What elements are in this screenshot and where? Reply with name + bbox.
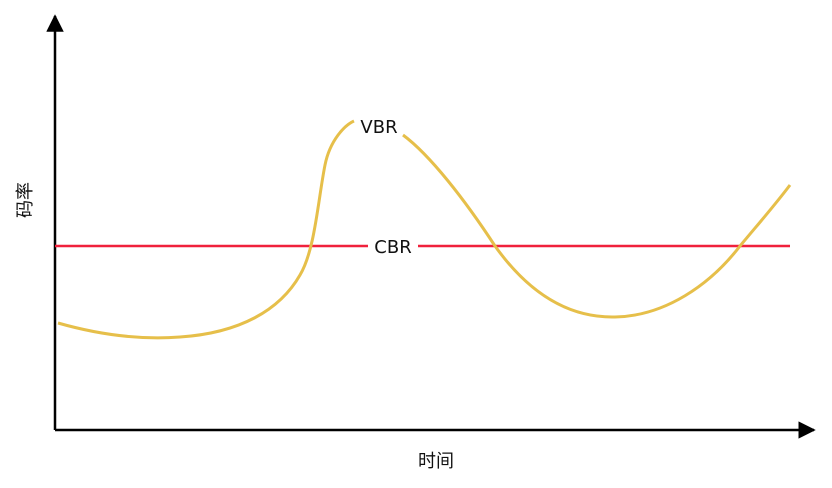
label-background: [368, 236, 418, 258]
vbr-curve: [57, 119, 355, 340]
cbr-label: CBR: [374, 237, 411, 258]
vbr-label: VBR: [360, 117, 397, 138]
vbr-curve: [402, 133, 792, 319]
y-axis-label: 码率: [15, 182, 36, 218]
x-axis-label: 时间: [418, 451, 454, 472]
